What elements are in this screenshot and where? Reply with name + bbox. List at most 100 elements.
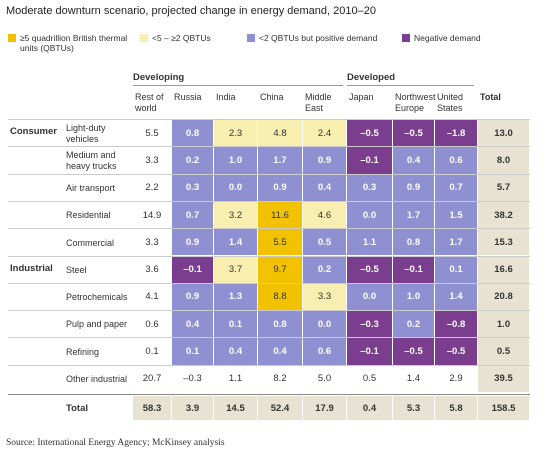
table-cell: 20.7	[133, 365, 172, 393]
row-label: Steel	[66, 264, 87, 275]
table-cell: 4.1	[133, 283, 172, 312]
table-cell: 158.5	[478, 396, 530, 421]
row-label: Pulp and paper	[66, 319, 128, 330]
table-cell: 0.6	[303, 338, 347, 366]
table-cell: 0.4	[172, 311, 214, 339]
table-cell: 1.4	[214, 229, 258, 257]
table-cell: 1.3	[214, 283, 258, 312]
legend-swatch	[402, 34, 410, 42]
legend-label: <5 – ≥2 QBTUs	[152, 33, 211, 43]
table-cell: –0.3	[347, 311, 393, 339]
table-cell: 1.4	[393, 365, 435, 393]
table-cell: 14.9	[133, 201, 172, 230]
table-cell: 5.5	[258, 229, 303, 257]
table-cell: 0.2	[172, 147, 214, 175]
table-cell: 0.5	[347, 365, 393, 393]
table-cell: 8.0	[478, 147, 530, 175]
table-cell: 5.7	[478, 174, 530, 202]
title: Moderate downturn scenario, projected ch…	[6, 5, 376, 17]
table-cell: 0.0	[214, 174, 258, 202]
row-label: Other industrial	[66, 374, 128, 385]
column-header: Japan	[349, 92, 374, 102]
total-label: Total	[66, 403, 88, 414]
legend-swatch	[8, 34, 16, 42]
table-cell: 3.9	[172, 396, 214, 421]
table-cell: 39.5	[478, 365, 530, 393]
table-cell: 5.8	[435, 396, 478, 421]
row-line	[8, 228, 530, 230]
table-cell: 5.0	[303, 365, 347, 393]
table-cell: –0.5	[347, 120, 393, 148]
table-cell: 0.9	[258, 174, 303, 202]
table-cell: 2.4	[303, 120, 347, 148]
table-cell: 2.2	[133, 174, 172, 202]
table-cell: –0.5	[393, 120, 435, 148]
table-cell: 0.8	[258, 311, 303, 339]
row-label: Commercial	[66, 237, 115, 248]
table-cell: 3.3	[303, 283, 347, 312]
legend-swatch	[247, 34, 255, 42]
table-cell: 0.4	[258, 338, 303, 366]
table-cell: 9.7	[258, 256, 303, 284]
table-cell: 11.6	[258, 201, 303, 230]
table-cell: 1.0	[214, 147, 258, 175]
table-cell: 2.3	[214, 120, 258, 148]
table-cell: 3.7	[214, 256, 258, 284]
table-cell: 5.5	[133, 120, 172, 148]
table-cell: 15.3	[478, 229, 530, 257]
table-cell: 0.5	[478, 338, 530, 366]
row-label: Petrochemicals	[66, 292, 128, 303]
table-cell: 13.0	[478, 120, 530, 148]
table-cell: 1.0	[478, 311, 530, 339]
legend-label: <2 QBTUs but positive demand	[259, 33, 378, 43]
table-cell: 4.6	[303, 201, 347, 230]
table-cell: 38.2	[478, 201, 530, 230]
table-cell: 0.7	[172, 201, 214, 230]
table-cell: –1.8	[435, 120, 478, 148]
row-label: Light-duty vehicles	[66, 123, 106, 144]
table-cell: 0.9	[303, 147, 347, 175]
table-cell: 16.6	[478, 256, 530, 284]
table-cell: 0.9	[172, 229, 214, 257]
table-cell: 1.0	[393, 283, 435, 312]
table-cell: –0.1	[347, 147, 393, 175]
table-cell: 0.9	[172, 283, 214, 312]
table-cell: 0.3	[347, 174, 393, 202]
row-line	[8, 200, 530, 202]
row-line	[8, 173, 530, 175]
row-label: Residential	[66, 210, 111, 221]
table-cell: 0.4	[303, 174, 347, 202]
legend-label: Negative demand	[414, 33, 481, 43]
table-cell: –0.5	[393, 338, 435, 366]
table-cell: 52.4	[258, 396, 303, 421]
table-cell: –0.1	[347, 338, 393, 366]
table-cell: 0.0	[347, 201, 393, 230]
source: Source: International Energy Agency; McK…	[6, 438, 225, 448]
table-cell: –0.5	[347, 256, 393, 284]
table-cell: –0.3	[172, 365, 214, 393]
table-cell: 58.3	[133, 396, 172, 421]
table-cell: 1.7	[393, 201, 435, 230]
table-cell: 5.3	[393, 396, 435, 421]
group-header: Developing	[133, 72, 343, 86]
table-cell: 0.1	[435, 256, 478, 284]
table-cell: 20.8	[478, 283, 530, 312]
table-cell: 0.6	[435, 147, 478, 175]
table-cell: 0.9	[393, 174, 435, 202]
legend-swatch	[140, 34, 148, 42]
row-label: Medium and heavy trucks	[66, 150, 117, 171]
table-cell: –0.1	[393, 256, 435, 284]
table-cell: –0.1	[172, 256, 214, 284]
table-cell: 1.7	[435, 229, 478, 257]
table-cell: 0.0	[303, 311, 347, 339]
row-line	[8, 337, 530, 339]
table-cell: 0.4	[347, 396, 393, 421]
table-cell: 0.1	[172, 338, 214, 366]
column-header: India	[216, 92, 236, 102]
table-cell: 0.3	[172, 174, 214, 202]
table-cell: 3.3	[133, 147, 172, 175]
row-line	[8, 282, 530, 284]
table-cell: 0.4	[214, 338, 258, 366]
section-label: Industrial	[10, 262, 53, 274]
